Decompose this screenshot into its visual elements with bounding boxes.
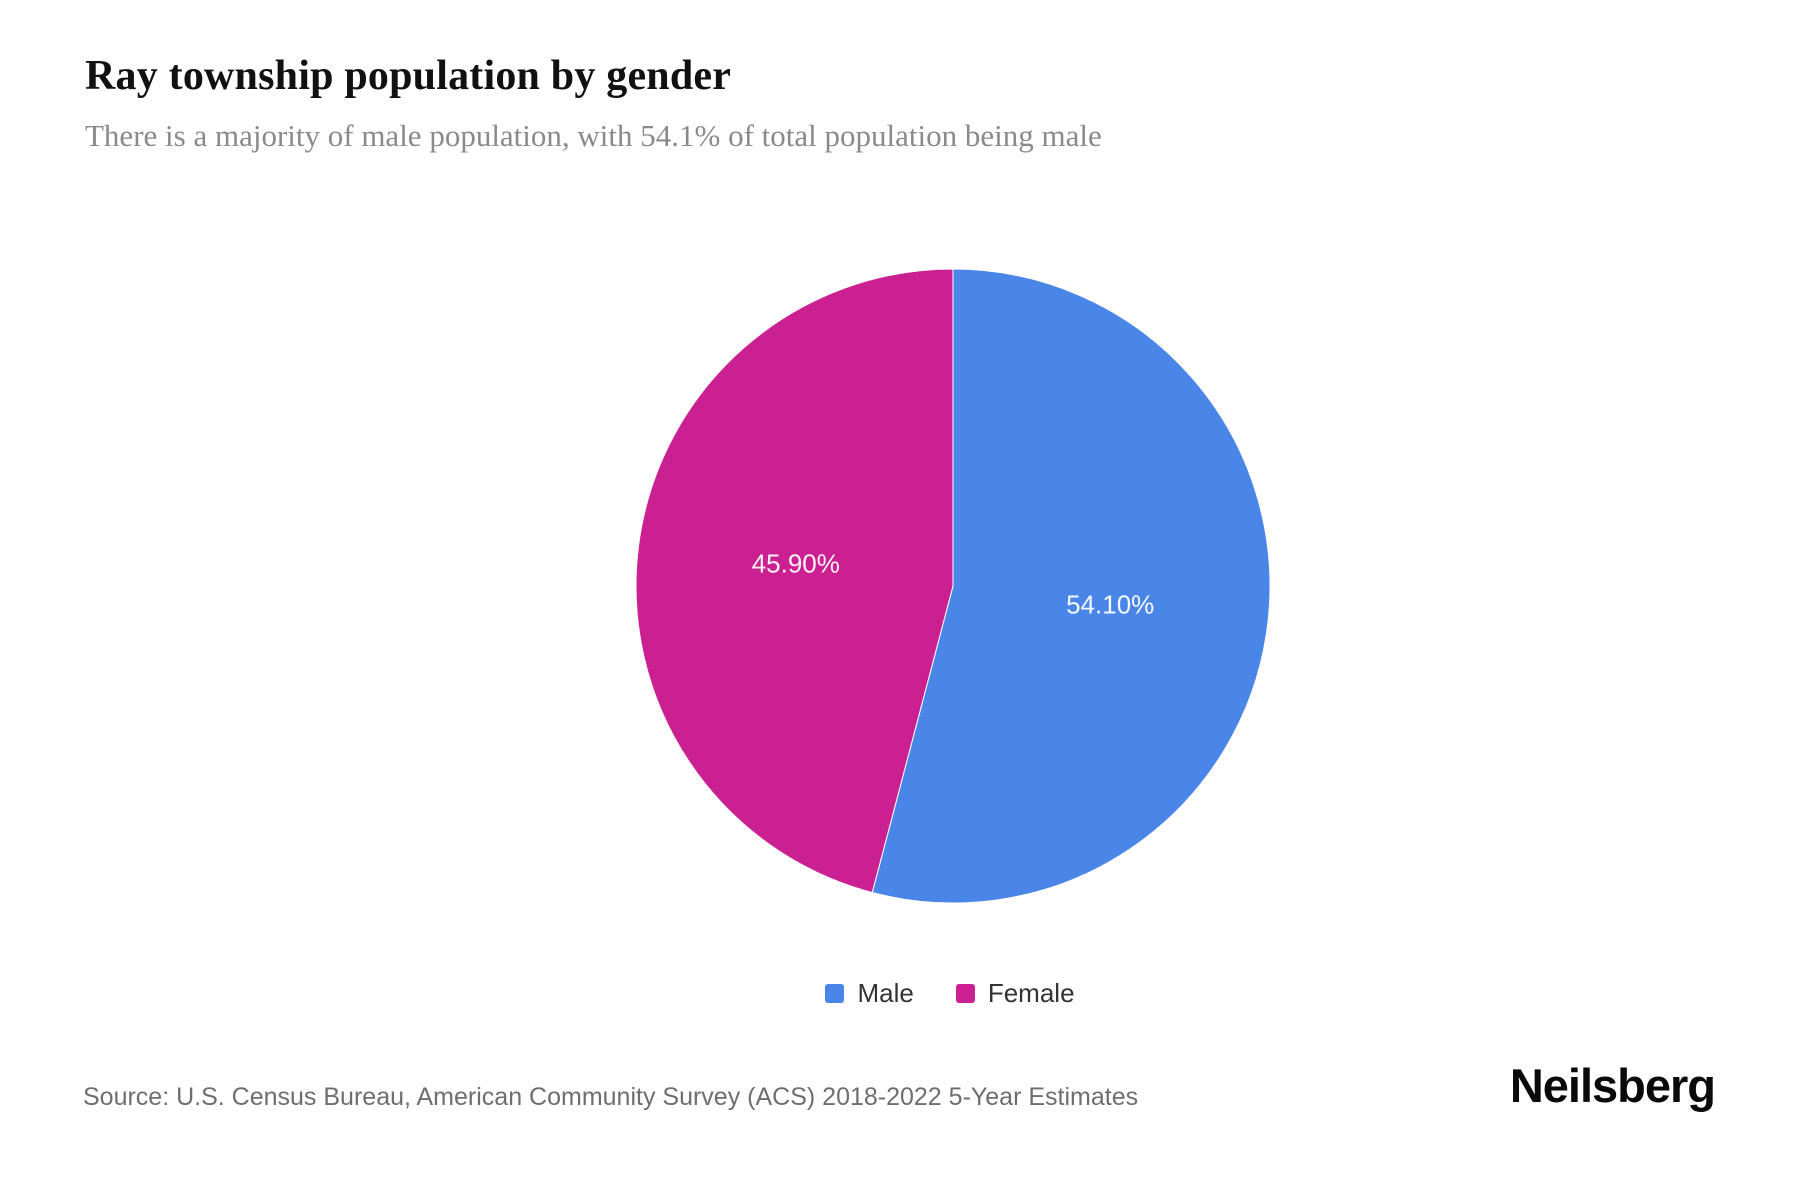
legend-item-male[interactable]: Male (825, 978, 914, 1009)
chart-legend: Male Female (100, 978, 1800, 1009)
pie-slice-label-male: 54.10% (1066, 589, 1154, 619)
pie-slice-female[interactable] (635, 268, 954, 894)
pie-slice-label-female: 45.90% (752, 548, 840, 578)
page-title: Ray township population by gender (85, 53, 732, 99)
source-attribution: Source: U.S. Census Bureau, American Com… (83, 1083, 1139, 1111)
legend-label-female: Female (987, 978, 1075, 1008)
pie-slice-male[interactable] (871, 268, 1271, 904)
pie-chart: 54.10% 45.90% (635, 268, 1271, 904)
chart-subtitle: There is a majority of male population, … (85, 118, 1102, 153)
legend-label-male: Male (857, 978, 914, 1008)
female-swatch-icon (955, 984, 975, 1003)
male-swatch-icon (825, 984, 845, 1003)
neilsberg-logo: Neilsberg (1509, 1059, 1716, 1112)
legend-item-female[interactable]: Female (955, 978, 1075, 1009)
